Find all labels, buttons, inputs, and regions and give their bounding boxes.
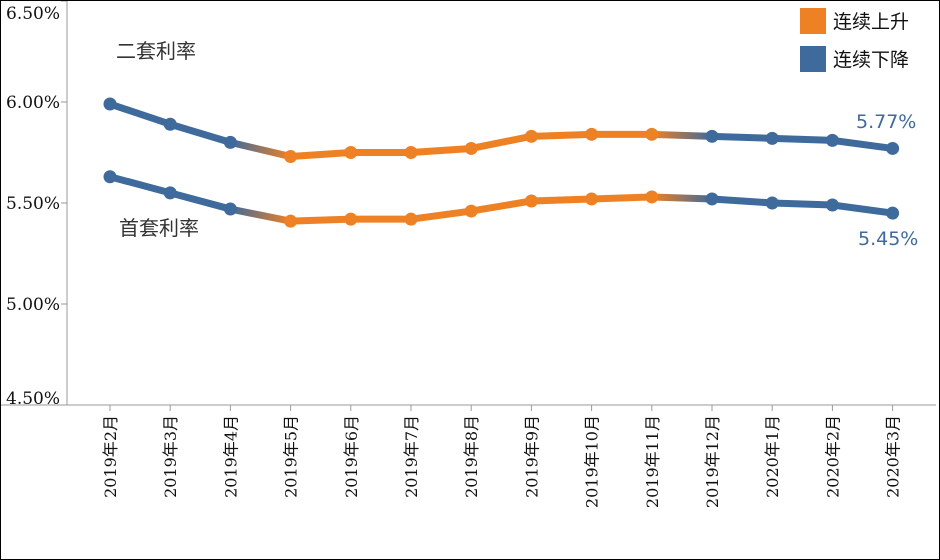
series-1-point	[705, 192, 719, 206]
series-0-point	[163, 117, 177, 131]
series-0-point	[825, 133, 839, 147]
series-0-point	[765, 131, 779, 145]
series-0-segment	[648, 130, 716, 140]
end-label-second-home: 5.77%	[856, 111, 916, 133]
series-1-point	[524, 194, 538, 208]
series-1-point	[825, 198, 839, 212]
series-1-point	[223, 202, 237, 216]
series-1-segment	[708, 195, 776, 207]
series-label-second-home: 二套利率	[116, 39, 196, 63]
series-1-segment	[828, 201, 897, 217]
end-label-first-home: 5.45%	[858, 228, 918, 250]
legend-swatch-up	[800, 8, 826, 34]
x-tick-label: 2019年7月	[402, 415, 421, 498]
series-0-segment	[708, 132, 776, 142]
series-0-segment	[166, 120, 234, 146]
series-label-first-home: 首套利率	[119, 216, 199, 240]
series-0-point	[464, 141, 478, 155]
series-1-segment	[226, 205, 295, 225]
x-tick-label: 2019年5月	[282, 415, 301, 498]
series-0-point	[223, 135, 237, 149]
series-1-point	[103, 170, 117, 184]
series-lines	[106, 100, 897, 225]
x-tick-label: 2019年6月	[342, 415, 361, 498]
series-1-point	[404, 212, 418, 226]
series-1-segment	[106, 173, 174, 197]
x-tick-label: 2019年3月	[161, 415, 180, 498]
series-0-segment	[467, 132, 535, 152]
series-0-segment	[287, 149, 355, 161]
series-1-point	[765, 196, 779, 210]
series-1-segment	[768, 199, 836, 209]
x-tick-label: 2019年9月	[522, 415, 541, 498]
series-0-segment	[106, 100, 174, 128]
series-points	[103, 97, 900, 228]
legend-label-down: 连续下降	[833, 49, 909, 71]
series-1-segment	[407, 207, 475, 223]
x-tick-label: 2019年8月	[462, 415, 481, 498]
series-1-segment	[467, 197, 535, 215]
legend-label-up: 连续上升	[833, 11, 909, 33]
x-tick-label: 2020年1月	[763, 415, 782, 498]
y-tick-label: 4.50%	[6, 389, 60, 409]
y-tick-label: 6.00%	[6, 93, 60, 113]
legend: 连续上升 连续下降	[800, 8, 909, 72]
series-1-point	[464, 204, 478, 218]
series-1-segment	[287, 215, 355, 225]
series-0-point	[645, 127, 659, 141]
series-1-segment	[588, 193, 656, 203]
series-0-point	[524, 129, 538, 143]
x-tick-label: 2019年2月	[101, 415, 120, 498]
series-1-segment	[648, 193, 716, 203]
x-tick-label: 2020年3月	[884, 415, 903, 498]
y-tick-label: 6.50%	[6, 4, 60, 24]
series-1-point	[585, 192, 599, 206]
legend-swatch-down	[800, 46, 826, 72]
x-tick-label: 2019年11月	[643, 415, 662, 508]
y-tick-label: 5.50%	[6, 194, 60, 214]
x-tick-label: 2019年4月	[221, 415, 240, 498]
x-tick-label: 2019年12月	[703, 415, 722, 508]
series-0-segment	[527, 130, 596, 140]
series-1-point	[645, 190, 659, 204]
x-tick-label: 2019年10月	[583, 415, 602, 508]
x-tick-label: 2020年2月	[823, 415, 842, 498]
series-0-segment	[407, 144, 475, 156]
series-0-point	[585, 127, 599, 141]
series-0-point	[705, 129, 719, 143]
y-axis-ticks: 6.50% 6.00% 5.50% 5.00% 4.50%	[6, 1, 67, 409]
series-1-point	[284, 214, 298, 228]
series-0-segment	[226, 138, 295, 161]
series-0-point	[404, 146, 418, 159]
series-1-point	[886, 206, 900, 220]
y-tick-label: 5.00%	[6, 295, 60, 315]
series-1-point	[163, 186, 177, 200]
series-0-point	[284, 150, 298, 164]
series-0-segment	[768, 134, 836, 144]
series-1-segment	[527, 195, 596, 205]
series-1-point	[344, 212, 358, 226]
series-0-segment	[828, 136, 897, 152]
series-0-point	[103, 97, 117, 111]
series-0-point	[344, 146, 358, 159]
series-0-point	[886, 141, 900, 155]
x-axis-ticks: 2019年2月 2019年3月 2019年4月 2019年5月 2019年6月 2019年…	[101, 405, 903, 508]
series-1-segment	[166, 189, 234, 213]
